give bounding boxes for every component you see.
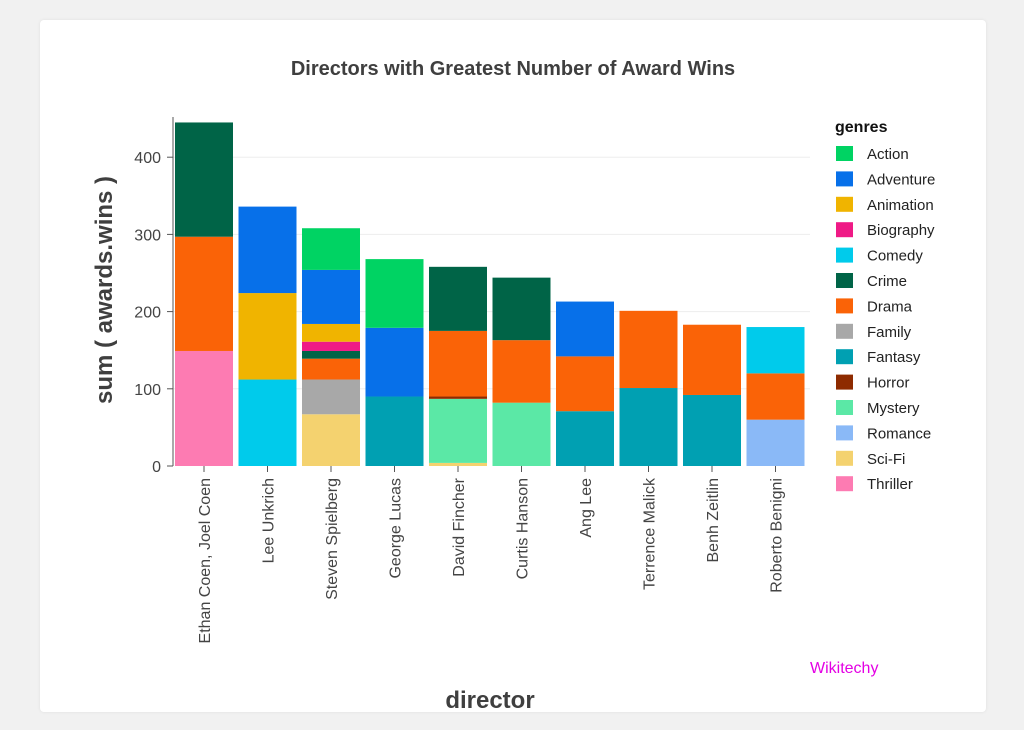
legend-label-mystery[interactable]: Mystery xyxy=(867,400,920,417)
y-tick-label: 200 xyxy=(134,305,161,322)
legend-swatch-sci-fi[interactable] xyxy=(836,450,853,466)
y-tick-label: 400 xyxy=(134,150,161,167)
legend-swatch-crime[interactable] xyxy=(836,273,853,288)
x-tick-label: Ang Lee xyxy=(578,478,595,538)
y-tick-label: 300 xyxy=(134,227,161,244)
bar-segment-sci-fi[interactable] xyxy=(429,462,487,466)
legend-label-horror[interactable]: Horror xyxy=(867,375,910,392)
legend-label-comedy[interactable]: Comedy xyxy=(867,248,923,265)
bar-segment-family[interactable] xyxy=(302,379,360,415)
legend-swatch-comedy[interactable] xyxy=(836,247,853,263)
bar-segment-drama[interactable] xyxy=(683,324,741,395)
y-tick-label: 100 xyxy=(134,382,161,399)
legend-label-family[interactable]: Family xyxy=(867,324,912,341)
y-axis-title: sum ( awards.wins ) xyxy=(91,176,118,404)
bar-segment-drama[interactable] xyxy=(492,340,551,403)
bar-segment-crime[interactable] xyxy=(429,266,487,331)
legend-swatch-romance[interactable] xyxy=(836,425,853,441)
bar-segment-mystery[interactable] xyxy=(492,402,551,466)
legend-label-fantasy[interactable]: Fantasy xyxy=(867,349,921,366)
bar-segment-thriller[interactable] xyxy=(175,350,233,466)
legend-label-animation[interactable]: Animation xyxy=(867,197,934,214)
legend-swatch-mystery[interactable] xyxy=(836,400,853,415)
bar-segment-fantasy[interactable] xyxy=(683,394,741,466)
legend-swatch-thriller[interactable] xyxy=(836,476,853,492)
bar-segment-romance[interactable] xyxy=(746,419,805,466)
bar-segment-biography[interactable] xyxy=(302,341,360,351)
bar-segment-crime[interactable] xyxy=(302,350,360,359)
bar-segment-horror[interactable] xyxy=(429,396,487,399)
x-tick-label: Lee Unkrich xyxy=(261,478,278,563)
legend-swatch-drama[interactable] xyxy=(836,298,853,314)
bar-segment-adventure[interactable] xyxy=(556,301,614,357)
bar-segment-drama[interactable] xyxy=(556,356,614,412)
legend: Action Adventure Animation Biography Comedy C… xyxy=(836,146,935,493)
legend-label-romance[interactable]: Romance xyxy=(867,425,931,442)
x-ticks: Ethan Coen, Joel Coen Lee Unkrich Steven S… xyxy=(197,466,786,643)
bar-segment-drama[interactable] xyxy=(175,236,233,351)
legend-label-adventure[interactable]: Adventure xyxy=(867,171,935,188)
legend-swatch-horror[interactable] xyxy=(836,374,853,390)
legend-swatch-fantasy[interactable] xyxy=(836,349,853,365)
bar-segment-comedy[interactable] xyxy=(746,327,805,374)
bar-segment-drama[interactable] xyxy=(619,310,678,389)
x-tick-label: Terrence Malick xyxy=(642,477,659,590)
x-tick-label: Steven Spielberg xyxy=(324,478,341,600)
x-tick-label: George Lucas xyxy=(388,478,405,579)
bar-segment-drama[interactable] xyxy=(429,330,487,397)
bar-segment-adventure[interactable] xyxy=(365,327,424,397)
legend-swatch-adventure[interactable] xyxy=(836,171,853,187)
legend-title: genres xyxy=(835,119,888,136)
bar-segment-comedy[interactable] xyxy=(238,379,297,466)
bar-segment-animation[interactable] xyxy=(302,323,360,342)
chart-card: Directors with Greatest Number of Award … xyxy=(40,20,986,712)
bar-segment-fantasy[interactable] xyxy=(365,396,424,466)
x-tick-label: Benh Zeitlin xyxy=(705,478,722,563)
bar-segment-crime[interactable] xyxy=(175,122,233,237)
bar-segment-animation[interactable] xyxy=(238,293,297,380)
bars-group xyxy=(175,122,805,466)
y-tick-label: 0 xyxy=(152,459,161,476)
legend-label-drama[interactable]: Drama xyxy=(867,298,913,315)
bar-segment-adventure[interactable] xyxy=(302,269,360,324)
y-ticks: 0 100 200 300 400 xyxy=(134,150,173,476)
bar-segment-drama[interactable] xyxy=(302,358,360,380)
watermark: Wikitechy xyxy=(810,660,878,677)
x-tick-label: Curtis Hanson xyxy=(515,478,532,579)
chart-title: Directors with Greatest Number of Award … xyxy=(291,58,735,80)
legend-swatch-animation[interactable] xyxy=(836,196,853,212)
bar-segment-adventure[interactable] xyxy=(238,206,297,294)
x-tick-label: David Fincher xyxy=(451,477,468,576)
stacked-bar-chart: Directors with Greatest Number of Award … xyxy=(91,58,935,712)
legend-label-sci-fi[interactable]: Sci-Fi xyxy=(867,451,905,468)
legend-label-thriller[interactable]: Thriller xyxy=(867,476,913,493)
x-tick-label: Roberto Benigni xyxy=(769,478,786,593)
legend-swatch-biography[interactable] xyxy=(836,222,853,238)
bar-segment-drama[interactable] xyxy=(746,373,805,420)
bar-segment-crime[interactable] xyxy=(492,277,551,341)
legend-label-action[interactable]: Action xyxy=(867,146,909,163)
legend-label-biography[interactable]: Biography xyxy=(867,222,935,239)
legend-swatch-family[interactable] xyxy=(836,323,853,339)
legend-swatch-action[interactable] xyxy=(836,146,853,161)
x-axis-title: director xyxy=(445,687,534,712)
bar-segment-sci-fi[interactable] xyxy=(302,414,360,466)
bar-segment-mystery[interactable] xyxy=(429,398,487,463)
x-tick-label: Ethan Coen, Joel Coen xyxy=(197,478,214,643)
bar-segment-action[interactable] xyxy=(365,259,424,328)
bar-segment-fantasy[interactable] xyxy=(556,411,614,466)
legend-label-crime[interactable]: Crime xyxy=(867,273,907,290)
bar-segment-fantasy[interactable] xyxy=(619,388,678,466)
bar-segment-action[interactable] xyxy=(302,228,360,270)
